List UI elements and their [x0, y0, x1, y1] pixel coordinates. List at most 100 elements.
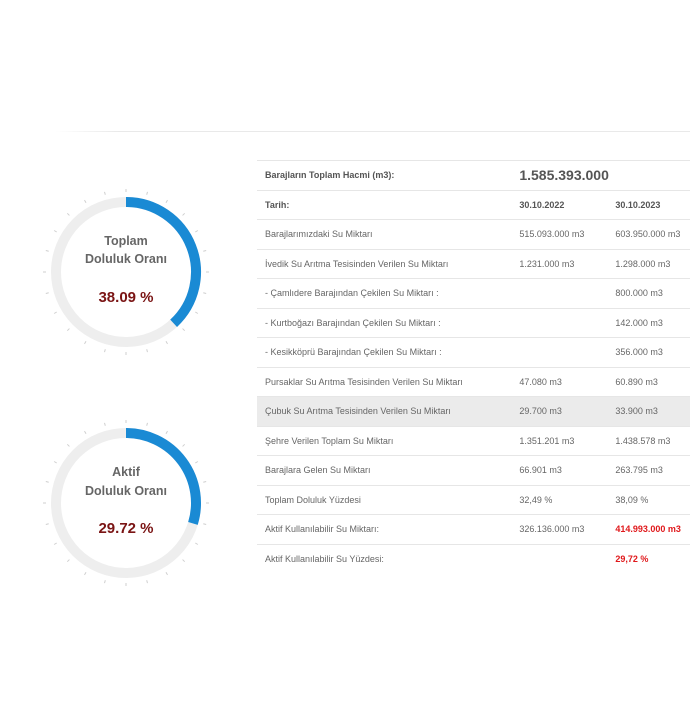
gauge-ticks [43, 420, 209, 586]
date-2022: 30.10.2022 [508, 189, 607, 220]
gauge-title-line2: Doluluk Oranı [85, 484, 167, 498]
row-label: Şehre Verilen Toplam Su Miktarı [257, 425, 509, 456]
gauge-value: 38.09 % [98, 289, 154, 306]
table-row: Barajlara Gelen Su Miktarı 66.901 m3 263… [257, 455, 690, 485]
row-label: Toplam Doluluk Yüzdesi [257, 484, 509, 515]
gauge-tick [146, 349, 148, 353]
row-value-2023: 142.000 m3 [606, 307, 690, 338]
row-value-2022: 47.080 m3 [508, 366, 607, 397]
row-value-2023: 800.000 m3 [606, 278, 690, 308]
gauge-tick [182, 559, 186, 563]
row-value-2022: 29.700 m3 [508, 396, 607, 426]
gauge-value: 29.72 % [98, 520, 154, 537]
gauge-tick [104, 580, 106, 584]
row-value-2023: 356.000 m3 [606, 337, 690, 367]
dam-data-table: Barajların Toplam Hacmi (m3): 1.585.393.… [257, 160, 690, 573]
row-value-2022: 1.351.201 m3 [508, 425, 607, 456]
row-value-2022: 326.136.000 m3 [508, 514, 607, 544]
gauge-svg [43, 420, 209, 586]
row-value-2022 [508, 543, 607, 573]
row-label: - Çamlıdere Barajından Çekilen Su Miktar… [257, 278, 509, 308]
gauge-ticks [43, 189, 209, 355]
row-value-2023: 1.298.000 m3 [606, 248, 690, 279]
row-label: Pursaklar Su Arıtma Tesisinden Verilen S… [257, 366, 509, 397]
gauge-tick [104, 422, 106, 426]
row-label: - Kurtboğazı Barajından Çekilen Su Mikta… [257, 307, 509, 338]
gauge-tick [203, 481, 207, 483]
row-value-2022: 515.093.000 m3 [508, 219, 607, 249]
date-2023: 30.10.2023 [606, 189, 690, 220]
gauge-tick [84, 199, 87, 203]
gauge-tick [165, 199, 168, 203]
gauge-tick [45, 523, 49, 525]
row-value-2022: 32,49 % [508, 484, 607, 515]
gauge-tick [195, 461, 199, 464]
gauge-svg [43, 189, 209, 355]
gauge-tick [104, 349, 106, 353]
total-fill-gauge: Toplam Doluluk Oranı 38.09 % [36, 182, 216, 362]
active-fill-gauge: Aktif Doluluk Oranı 29.72 % [36, 413, 216, 593]
gauge-tick [195, 542, 199, 545]
row-label: Barajlara Gelen Su Miktarı [257, 455, 509, 485]
table-row: - Kesikköprü Barajından Çekilen Su Mikta… [257, 337, 690, 367]
gauge-tick [53, 461, 57, 464]
total-volume-label: Barajların Toplam Hacmi (m3): [257, 160, 509, 190]
row-value-2022 [508, 307, 607, 338]
gauge-tick [146, 580, 148, 584]
row-label: Barajlarımızdaki Su Miktarı [257, 219, 509, 249]
table-row: Aktif Kullanılabilir Su Yüzdesi: 29,72 % [257, 543, 690, 573]
gauge-tick [182, 328, 186, 332]
gauge-tick [66, 559, 70, 563]
table-row: Şehre Verilen Toplam Su Miktarı 1.351.20… [257, 425, 690, 456]
table-row: Pursaklar Su Arıtma Tesisinden Verilen S… [257, 366, 690, 397]
row-value-2023: 60.890 m3 [606, 366, 690, 397]
gauge-tick [84, 430, 87, 434]
row-value-2023: 603.950.000 m3 [606, 219, 690, 249]
gauge-title-line1: Toplam [104, 234, 148, 248]
row-label: Çubuk Su Arıtma Tesisinden Verilen Su Mi… [257, 396, 509, 426]
table-row: Barajlarımızdaki Su Miktarı 515.093.000 … [257, 219, 690, 249]
gauge-title-line2: Doluluk Oranı [85, 252, 167, 266]
row-value-2022 [508, 278, 607, 308]
row-value-2023: 29,72 % [606, 543, 690, 573]
top-divider [55, 131, 690, 132]
table-row: - Kurtboğazı Barajından Çekilen Su Mikta… [257, 307, 690, 338]
date-label: Tarih: [257, 189, 509, 220]
row-label: Aktif Kullanılabilir Su Yüzdesi: [257, 543, 509, 573]
gauge-arc [125, 197, 201, 327]
row-value-2023: 263.795 m3 [606, 455, 690, 485]
row-value-2022 [508, 337, 607, 367]
gauge-tick [195, 230, 199, 233]
total-volume-row: Barajların Toplam Hacmi (m3): 1.585.393.… [257, 160, 690, 190]
gauge-tick [66, 328, 70, 332]
row-label: - Kesikköprü Barajından Çekilen Su Mikta… [257, 337, 509, 367]
gauge-tick [146, 422, 148, 426]
table-row-hovered: Çubuk Su Arıtma Tesisinden Verilen Su Mi… [257, 396, 690, 426]
gauge-tick [66, 443, 70, 447]
gauge-tick [104, 191, 106, 195]
gauge-tick [45, 250, 49, 252]
row-value-2022: 1.231.000 m3 [508, 248, 607, 279]
gauge-tick [66, 212, 70, 216]
gauge-tick [182, 443, 186, 447]
gauge-tick [203, 292, 207, 294]
row-value-2022: 66.901 m3 [508, 455, 607, 485]
gauge-tick [203, 250, 207, 252]
gauge-tick [84, 341, 87, 345]
gauge-tick [45, 481, 49, 483]
gauge-tick [53, 542, 57, 545]
total-volume-value: 1.585.393.000 [508, 160, 690, 190]
gauge-tick [165, 430, 168, 434]
gauge-arc [125, 428, 201, 525]
gauge-tick [53, 230, 57, 233]
gauge-tick [53, 311, 57, 314]
row-value-2023: 33.900 m3 [606, 396, 690, 426]
gauge-tick [45, 292, 49, 294]
row-value-2023: 1.438.578 m3 [606, 425, 690, 456]
gauge-tick [165, 341, 168, 345]
table-row: - Çamlıdere Barajından Çekilen Su Miktar… [257, 278, 690, 308]
gauge-tick [195, 311, 199, 314]
table-row: Toplam Doluluk Yüzdesi 32,49 % 38,09 % [257, 484, 690, 515]
gauge-tick [165, 572, 168, 576]
row-value-2023: 38,09 % [606, 484, 690, 515]
